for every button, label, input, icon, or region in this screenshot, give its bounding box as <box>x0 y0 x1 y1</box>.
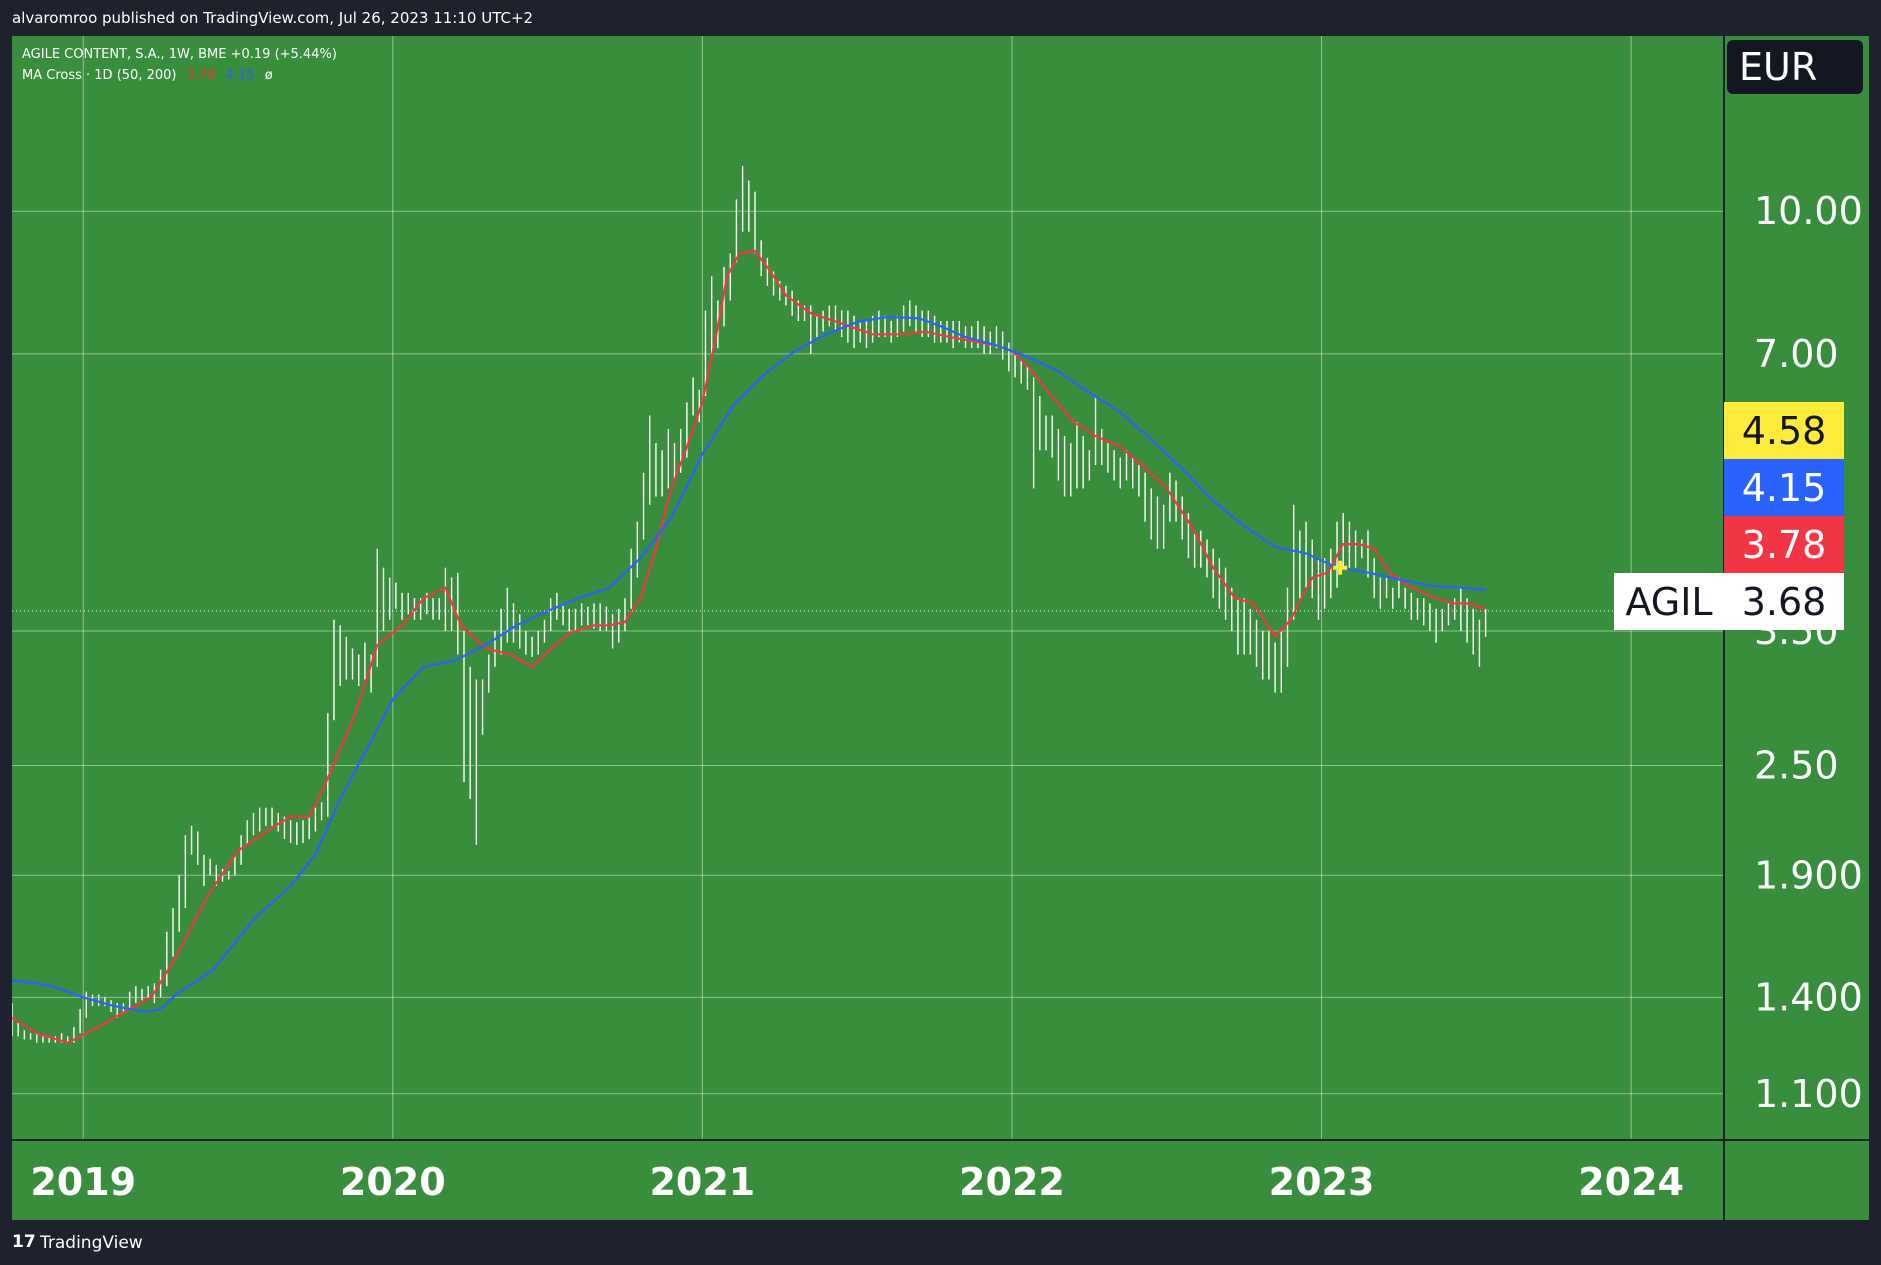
chart-legend: AGILE CONTENT, S.A., 1W, BME +0.19 (+5.4… <box>22 44 337 86</box>
ma-long-value: 4.15 <box>225 68 255 83</box>
price-badge-value: 4.15 <box>1742 466 1827 510</box>
currency-button[interactable]: EUR <box>1727 40 1863 94</box>
x-tick-label: 2019 <box>30 1160 136 1204</box>
x-tick-label: 2024 <box>1578 1160 1684 1204</box>
price-badge-value: 3.78 <box>1742 523 1827 567</box>
x-tick-label: 2021 <box>649 1160 755 1204</box>
ma-short-value: 3.78 <box>186 68 216 83</box>
price-badge <box>1724 573 1844 630</box>
ma-line-200 <box>12 315 1486 1014</box>
symbol-badge <box>1614 573 1724 630</box>
plot-area <box>12 36 1724 1140</box>
footer-bar: 17 TradingView <box>0 1220 1881 1265</box>
chart-panel[interactable]: 10.00 7.00 2.50 1.900 1.400 1.100 3.50 2019 2020… <box>12 36 1869 1220</box>
indicator-name: MA Cross · 1D (50, 200) <box>22 68 177 83</box>
publisher-bar: alvaromroo published on TradingView.com,… <box>0 0 1881 36</box>
brand-name: TradingView <box>40 1233 143 1253</box>
y-tick-label: 1.400 <box>1754 975 1863 1019</box>
price-badge <box>1724 402 1844 459</box>
x-tick-label: 2020 <box>340 1160 446 1204</box>
indicator-legend: MA Cross · 1D (50, 200) 3.78 4.15 ø <box>22 65 337 86</box>
price-badge <box>1724 459 1844 516</box>
tradingview-logo-icon: 17 <box>12 1232 36 1252</box>
publisher-text: alvaromroo published on TradingView.com,… <box>12 9 534 27</box>
y-tick-label: 10.00 <box>1754 189 1863 233</box>
y-tick-label: 2.50 <box>1754 744 1839 788</box>
y-tick-label: 7.00 <box>1754 332 1839 376</box>
symbol-badge-label: AGIL <box>1625 580 1712 624</box>
price-badge <box>1724 516 1844 573</box>
y-tick-label: 1.100 <box>1754 1072 1863 1116</box>
ma-cross-value: ø <box>264 68 273 83</box>
y-tick-label: 1.900 <box>1754 853 1863 897</box>
price-badge-value: 4.58 <box>1742 409 1827 453</box>
symbol-legend: AGILE CONTENT, S.A., 1W, BME +0.19 (+5.4… <box>22 47 337 62</box>
price-badge-value: 3.68 <box>1742 580 1827 624</box>
x-tick-label: 2022 <box>959 1160 1065 1204</box>
ma-line-50 <box>12 249 1486 1044</box>
x-tick-label: 2023 <box>1269 1160 1375 1204</box>
